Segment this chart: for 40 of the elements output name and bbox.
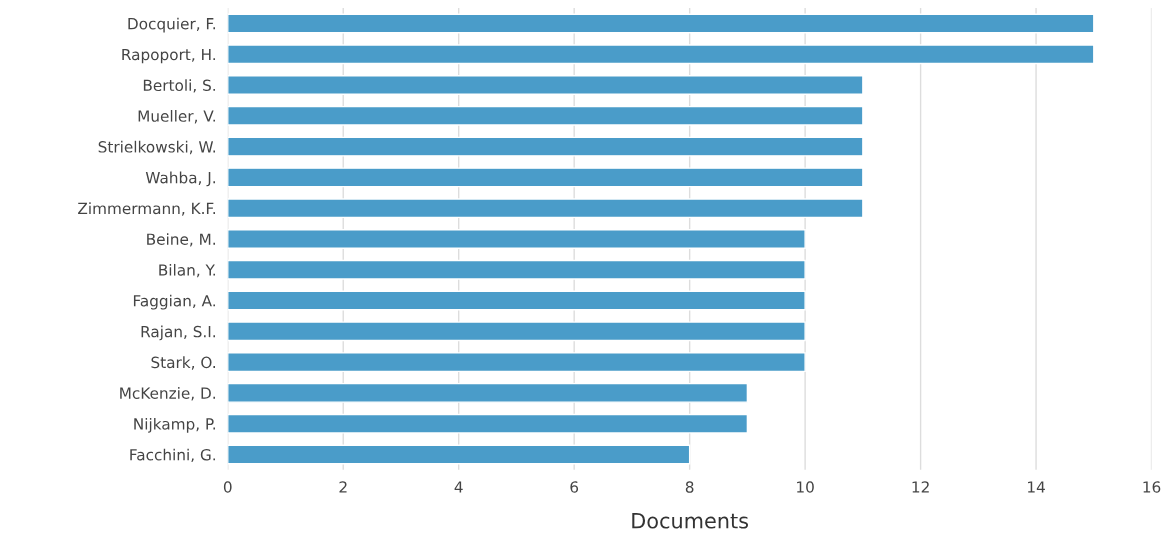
y-tick-label: Zimmermann, K.F. [78,202,215,216]
y-tick-label: McKenzie, D. [120,387,215,401]
x-tick-label: 6 [570,481,579,493]
x-tick-label: 16 [1143,481,1161,493]
y-tick-label: Nijkamp, P. [134,417,215,433]
y-tick-label: Bertoli, S. [143,79,215,93]
bar [227,413,749,434]
y-tick-label: Rapoport, H. [122,48,215,64]
bar [227,259,806,280]
bar [227,75,864,95]
bar [227,167,864,188]
bar [227,444,691,465]
x-tick-label: 4 [454,481,463,493]
y-tick-label: Faggian, A. [133,294,215,310]
y-tick-label: Rajan, S.I. [141,325,215,341]
bar [227,352,806,373]
bar [227,321,806,342]
y-tick-label: Mueller, V. [138,110,215,124]
y-tick-label: Strielkowski, W. [98,140,215,155]
y-tick-label: Wahba, J. [145,171,215,187]
bar [227,44,1095,65]
y-tick-label: Docquier, F. [128,17,215,33]
bar [227,382,749,403]
bar [227,229,806,249]
x-tick-label: 8 [685,481,694,493]
x-tick-label: 14 [1028,481,1045,493]
y-tick-label: Beine, M. [147,233,215,247]
bar [227,290,806,311]
x-tick-label: 10 [797,481,814,493]
bar [227,198,864,219]
x-tick-label: 12 [912,481,929,493]
x-axis-title: Documents [632,513,749,529]
x-tick-label: 0 [223,481,232,493]
y-tick-label: Facchini, G. [130,448,215,463]
bar [227,105,864,126]
bar [227,136,864,157]
x-tick-label: 2 [339,481,347,493]
y-tick-label: Bilan, Y. [159,263,215,278]
bar [227,13,1095,34]
y-tick-label: Stark, O. [151,356,215,370]
